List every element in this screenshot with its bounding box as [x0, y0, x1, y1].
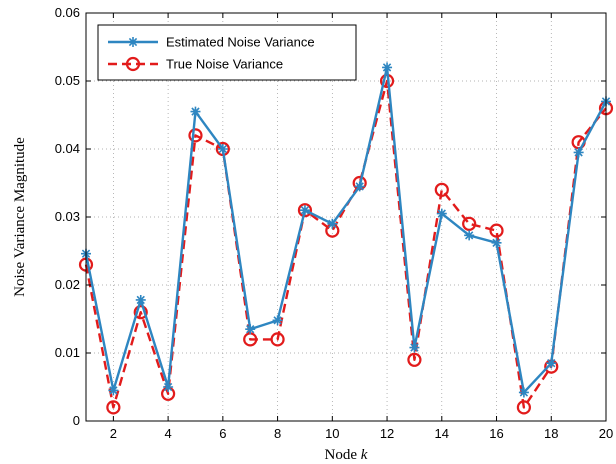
legend-marker — [125, 56, 141, 72]
data-point — [299, 205, 310, 216]
x-tick-label: 2 — [110, 426, 117, 441]
series-true — [78, 73, 614, 415]
data-point — [491, 237, 502, 248]
data-point — [516, 400, 531, 415]
series-line — [84, 79, 607, 409]
data-point — [163, 382, 174, 392]
legend-entry: Estimated Noise Variance — [108, 35, 315, 50]
data-point — [245, 324, 256, 335]
x-tick-label: 14 — [435, 426, 449, 441]
data-point — [270, 332, 285, 347]
data-point — [436, 208, 447, 219]
data-point — [382, 62, 393, 73]
data-point — [190, 106, 201, 117]
y-tick-label: 0.06 — [55, 5, 80, 20]
x-tick-label: 10 — [325, 426, 339, 441]
legend-label: Estimated Noise Variance — [166, 35, 315, 50]
y-tick-labels: 0 0.01 0.02 0.03 0.04 0.05 0.06 — [55, 5, 80, 428]
data-point — [546, 358, 557, 369]
data-point — [106, 400, 121, 415]
series-layer — [78, 62, 614, 415]
data-point — [188, 128, 203, 143]
y-tick-label: 0.01 — [55, 345, 80, 360]
data-point — [108, 385, 119, 396]
x-tick-label: 18 — [544, 426, 558, 441]
series-line — [84, 66, 608, 394]
legend: Estimated Noise Variance True Noise Varia… — [97, 24, 357, 81]
x-tick-labels: 2 4 6 8 10 12 14 16 18 20 — [110, 426, 613, 441]
data-point — [297, 203, 313, 218]
data-point — [462, 216, 477, 231]
x-axis-label-variable: k — [361, 447, 368, 463]
data-point — [407, 352, 422, 367]
y-axis-label: Noise Variance Magnitude — [12, 137, 28, 297]
x-tick-label: 6 — [219, 426, 226, 441]
legend-entry: True Noise Variance — [108, 57, 283, 72]
y-tick-label: 0.03 — [55, 209, 80, 224]
data-point — [327, 218, 338, 229]
axis-ticks — [86, 12, 607, 422]
x-axis-label-prefix: Node — [325, 447, 361, 463]
data-point — [217, 144, 228, 154]
y-tick-label: 0.04 — [55, 141, 80, 156]
data-point — [133, 305, 148, 320]
x-tick-label: 20 — [599, 426, 613, 441]
data-point — [518, 387, 529, 398]
series-estimated — [81, 62, 611, 398]
data-point — [464, 230, 475, 241]
y-tick-label: 0 — [73, 413, 80, 428]
x-tick-label: 12 — [380, 426, 394, 441]
x-axis-label: Node k — [325, 447, 368, 463]
data-point — [434, 182, 449, 197]
y-tick-label: 0.05 — [55, 73, 80, 88]
x-tick-label: 16 — [489, 426, 503, 441]
x-tick-label: 8 — [274, 426, 281, 441]
data-point — [272, 315, 283, 326]
data-point — [489, 223, 504, 238]
data-point — [354, 181, 365, 192]
data-point — [135, 294, 146, 305]
legend-box — [97, 24, 357, 81]
data-point — [409, 342, 420, 353]
legend-marker — [128, 37, 138, 47]
data-point — [573, 147, 584, 158]
x-tick-label: 4 — [164, 426, 171, 441]
y-tick-label: 0.02 — [55, 277, 80, 292]
legend-label: True Noise Variance — [166, 57, 283, 72]
